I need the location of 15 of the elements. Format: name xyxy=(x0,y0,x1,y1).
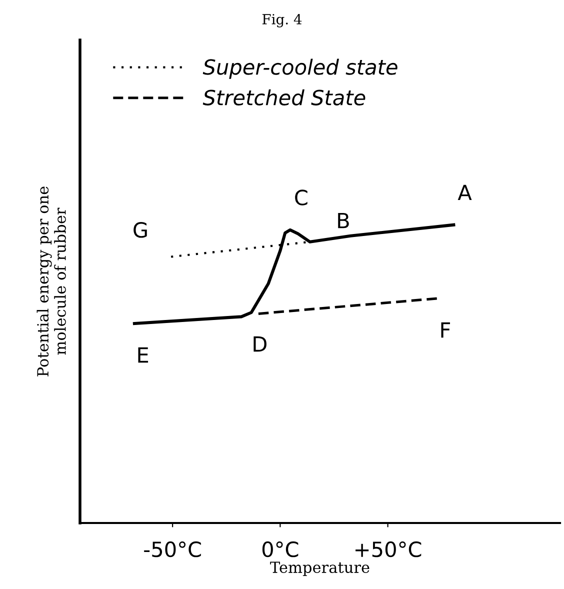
x-tick-label: +50°C xyxy=(356,541,422,558)
annotation: A xyxy=(458,184,472,200)
x-tick-label: 0°C xyxy=(262,541,298,558)
chart-title: Fig. 4 xyxy=(262,14,302,28)
y-axis-title: Potential energy per one molecule of rubber xyxy=(36,186,66,376)
annotation: D xyxy=(254,336,266,352)
annotation: E xyxy=(138,347,148,363)
x-axis-title: Temperature xyxy=(270,562,370,576)
annotation: C xyxy=(295,190,308,206)
legend-label: Super-cooled state xyxy=(202,58,398,79)
annotation: B xyxy=(338,212,349,228)
x-tick-label: -50°C xyxy=(144,541,201,558)
annotation: F xyxy=(441,322,450,338)
annotation: G xyxy=(134,222,147,238)
legend-label: Stretched State xyxy=(202,89,366,106)
